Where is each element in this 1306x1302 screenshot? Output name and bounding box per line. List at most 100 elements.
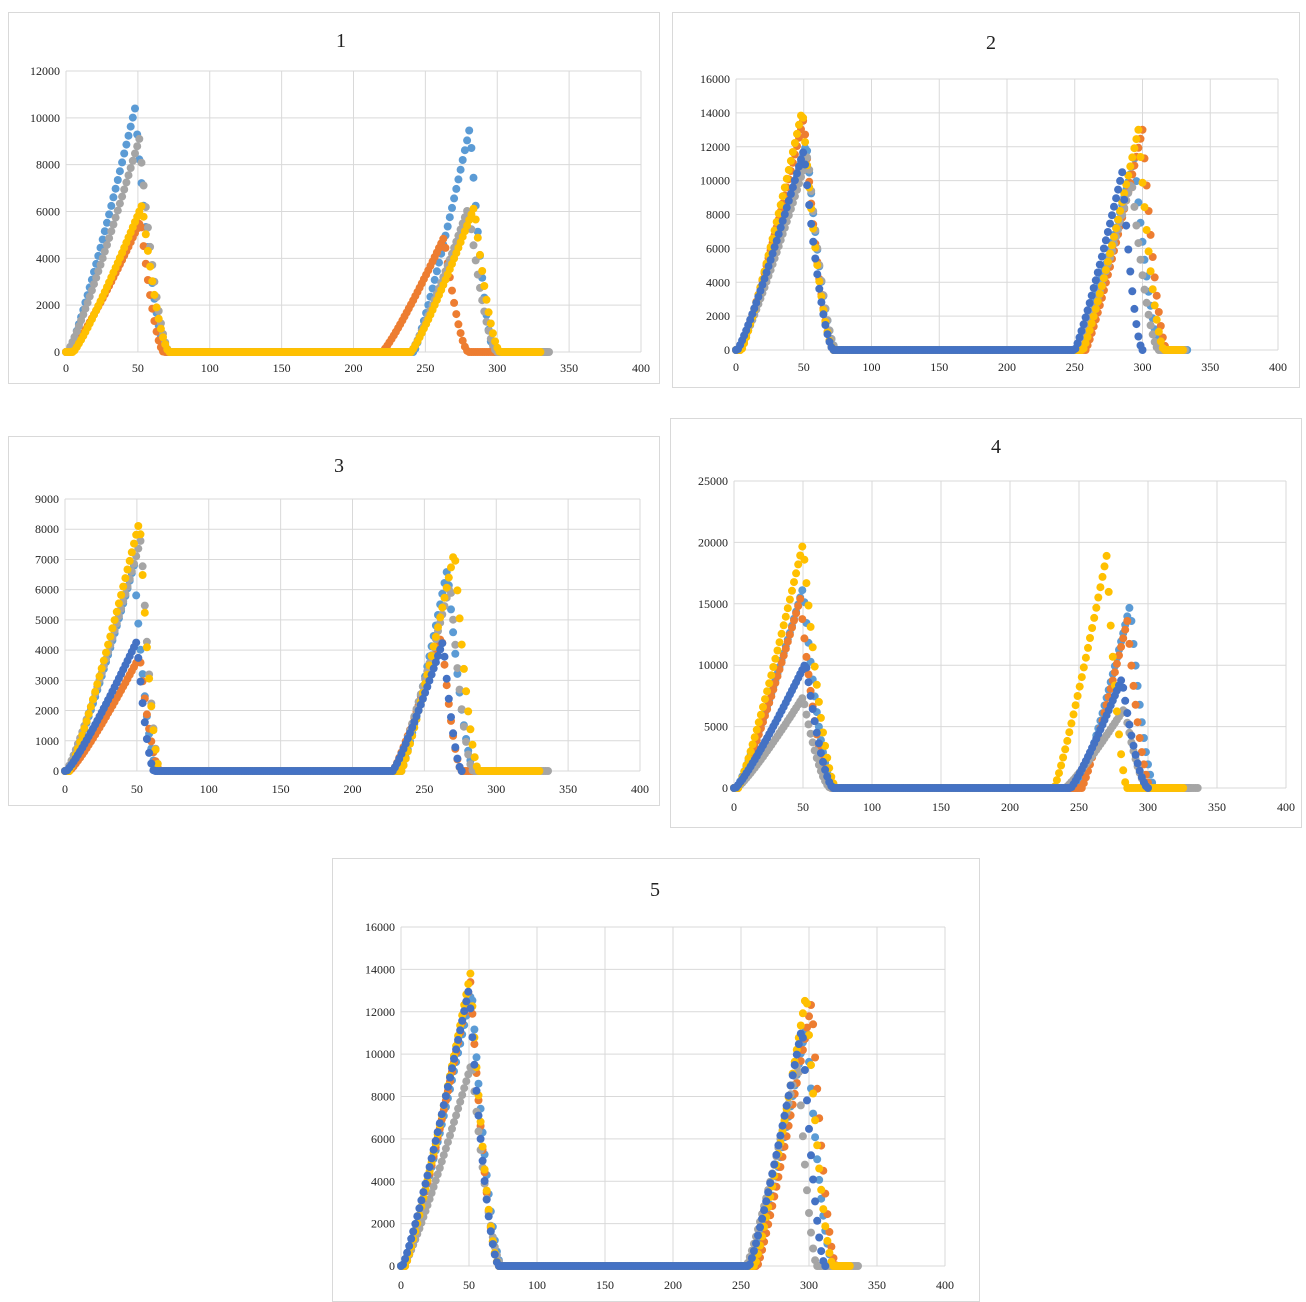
x-tick-label: 0: [63, 361, 69, 375]
data-point: [452, 1111, 461, 1120]
data-point: [450, 298, 459, 307]
y-tick-label: 4000: [371, 1174, 395, 1188]
data-point: [536, 348, 545, 356]
data-point: [115, 167, 124, 176]
data-point: [105, 210, 114, 219]
data-point: [451, 640, 460, 649]
data-point: [1135, 766, 1144, 775]
data-point: [486, 319, 495, 328]
data-point: [1081, 339, 1090, 348]
data-point: [104, 640, 113, 649]
data-point: [798, 586, 807, 595]
data-point: [800, 555, 809, 564]
data-point: [120, 149, 129, 158]
data-point: [752, 725, 761, 734]
data-point: [815, 1175, 824, 1184]
data-point: [152, 303, 161, 312]
data-point: [1087, 319, 1096, 328]
data-point: [1139, 760, 1148, 769]
x-tick-label: 50: [798, 360, 810, 374]
data-point: [480, 282, 489, 290]
data-point: [93, 680, 102, 689]
data-point: [472, 1053, 481, 1062]
data-point: [1128, 153, 1137, 162]
data-point: [825, 1227, 834, 1236]
data-point: [761, 695, 769, 704]
data-point: [786, 156, 795, 165]
data-point: [815, 277, 824, 286]
data-point: [808, 705, 817, 713]
data-point: [1132, 221, 1141, 230]
data-point: [809, 237, 818, 246]
data-point: [130, 539, 138, 548]
data-point: [807, 219, 816, 228]
data-point: [421, 688, 430, 697]
data-point: [1122, 180, 1131, 189]
y-tick-label: 16000: [365, 920, 395, 934]
data-point: [447, 563, 455, 572]
data-point: [449, 615, 458, 624]
chart-panel-5: 5 0 2000 4000 6000 8000 10000 12000 14000 16000 0 5…: [332, 858, 980, 1302]
data-point: [1132, 135, 1141, 144]
data-point: [1131, 700, 1140, 709]
data-point: [127, 548, 136, 557]
x-tick-label: 250: [1066, 360, 1084, 374]
data-point: [1112, 659, 1121, 668]
data-point: [802, 579, 811, 588]
data-point: [1110, 202, 1118, 211]
data-point: [773, 646, 782, 655]
data-point: [95, 672, 104, 681]
data-point: [1126, 162, 1135, 171]
data-point: [488, 329, 497, 338]
data-point: [454, 1104, 463, 1113]
data-point: [425, 676, 434, 685]
data-point: [1116, 206, 1125, 215]
y-tick-label: 2000: [35, 704, 59, 718]
data-point: [136, 536, 145, 545]
data-point: [467, 144, 476, 152]
chart-title: 4: [991, 436, 1001, 458]
x-tick-label: 250: [732, 1278, 750, 1292]
data-point: [805, 1012, 813, 1021]
data-point: [793, 129, 801, 138]
data-point: [788, 148, 797, 156]
data-point: [1052, 776, 1061, 785]
data-point: [1081, 313, 1090, 322]
data-point: [470, 1040, 479, 1049]
data-point: [464, 707, 473, 716]
data-point: [1098, 572, 1107, 581]
data-point: [798, 1132, 807, 1141]
data-point: [466, 969, 475, 978]
data-point: [776, 223, 785, 232]
data-point: [437, 1157, 446, 1166]
data-point: [801, 130, 810, 139]
data-point: [453, 586, 462, 595]
data-point: [1120, 195, 1129, 204]
data-point: [748, 740, 757, 749]
x-tick-label: 50: [797, 800, 809, 814]
data-point: [453, 664, 462, 673]
data-point: [457, 767, 466, 775]
data-point: [464, 980, 473, 989]
data-point: [146, 262, 155, 271]
data-point: [788, 623, 796, 632]
data-point: [82, 717, 91, 726]
series-3: [397, 1062, 862, 1270]
data-point: [1108, 652, 1117, 661]
data-point: [134, 653, 143, 662]
x-tick-label: 150: [930, 360, 948, 374]
data-point: [459, 722, 468, 731]
data-point: [1089, 312, 1098, 321]
data-point: [1090, 613, 1099, 622]
data-point: [796, 1057, 805, 1066]
data-point: [813, 1155, 822, 1164]
data-point: [456, 329, 465, 338]
data-point: [98, 254, 107, 263]
data-point: [1146, 267, 1155, 276]
x-tick-label: 100: [863, 360, 881, 374]
data-point: [1091, 276, 1100, 285]
data-point: [468, 740, 477, 749]
data-point: [122, 140, 131, 149]
data-point: [453, 669, 462, 678]
data-point: [473, 227, 482, 236]
